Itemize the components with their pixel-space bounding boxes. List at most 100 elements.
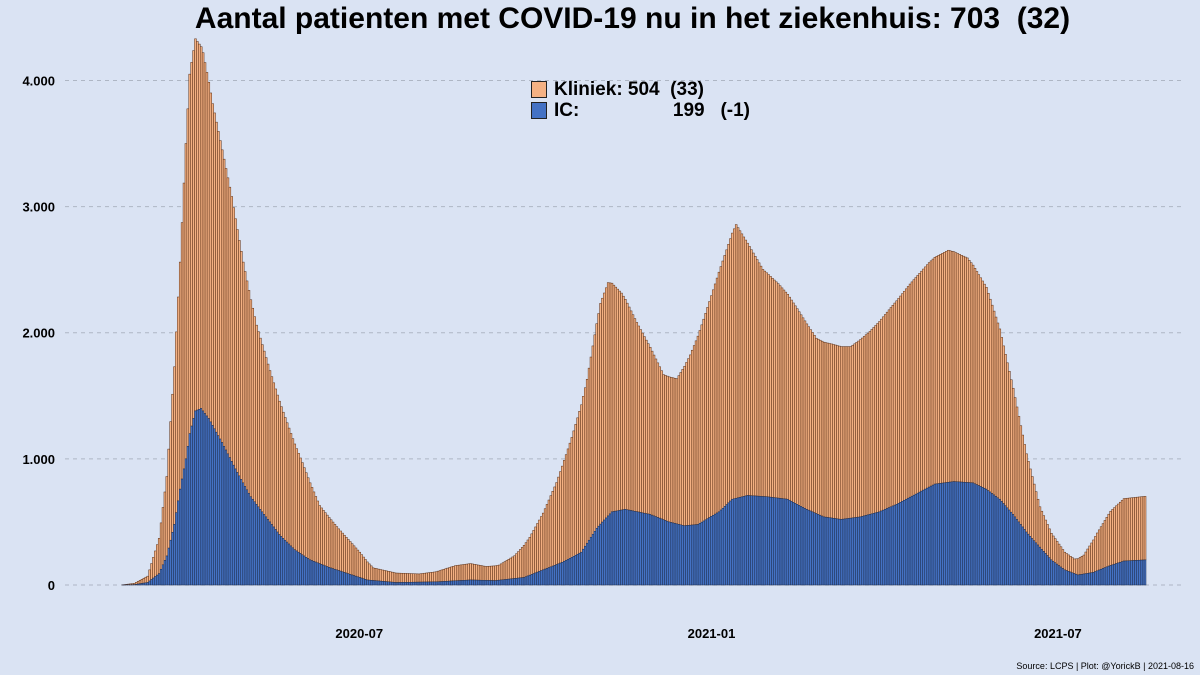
bar-kliniek <box>830 343 833 519</box>
bar-kliniek <box>891 305 895 507</box>
bar-ic <box>1031 538 1034 586</box>
bar-ic <box>335 569 339 586</box>
bar-ic <box>729 500 732 586</box>
bar-kliniek <box>941 253 944 484</box>
bar-kliniek <box>337 528 340 571</box>
bar-ic <box>381 581 384 586</box>
legend-label-kliniek: Kliniek: <box>554 78 628 100</box>
bar-kliniek <box>650 350 654 516</box>
bar-ic <box>423 581 426 586</box>
bar-kliniek <box>948 250 952 483</box>
bar-kliniek <box>847 346 851 519</box>
bar-kliniek <box>173 366 176 525</box>
y-tick-label: 2.000 <box>22 326 55 341</box>
bar-kliniek <box>457 564 461 581</box>
bar-ic <box>851 517 854 586</box>
bar-kliniek <box>198 43 201 410</box>
bar-kliniek <box>610 282 614 513</box>
bar-kliniek <box>400 572 404 583</box>
bar-ic <box>874 512 877 586</box>
bar-ic <box>750 495 753 586</box>
bar-kliniek <box>287 427 291 545</box>
bar-ic <box>255 504 258 586</box>
bar-kliniek <box>322 510 325 566</box>
bar-kliniek <box>201 52 205 412</box>
bar-ic <box>312 561 316 586</box>
bar-kliniek <box>719 266 723 511</box>
bar-ic <box>1021 526 1024 586</box>
bar-kliniek <box>606 282 610 517</box>
bar-kliniek <box>440 569 444 582</box>
bar-ic <box>203 413 207 586</box>
bar-kliniek <box>912 279 916 496</box>
bar-ic <box>817 514 820 586</box>
bar-kliniek <box>1063 551 1067 571</box>
chart-title: Aantal patienten met COVID-19 nu in het … <box>194 2 1071 35</box>
bar-ic <box>788 499 791 586</box>
bar-kliniek <box>845 346 849 519</box>
bar-kliniek <box>627 306 631 511</box>
bar-kliniek <box>933 257 937 485</box>
bar-kliniek <box>297 453 300 553</box>
bar-ic <box>660 518 663 586</box>
bar-ic <box>742 496 746 586</box>
bar-ic <box>725 504 728 586</box>
bar-kliniek <box>444 568 447 582</box>
bar-kliniek <box>723 255 726 507</box>
bar-ic <box>1004 505 1007 586</box>
bar-ic <box>538 571 541 586</box>
bar-kliniek <box>704 313 707 521</box>
bar-ic <box>981 487 984 586</box>
bar-ic <box>840 519 843 586</box>
bar-kliniek <box>664 375 667 521</box>
bar-kliniek <box>893 302 896 506</box>
bar-kliniek <box>670 377 673 523</box>
bar-ic <box>843 518 847 586</box>
bar-ic <box>796 504 799 586</box>
legend-swatch-kliniek <box>531 81 547 98</box>
bar-kliniek <box>622 295 625 510</box>
bar-ic <box>559 562 562 586</box>
bar-ic <box>142 582 146 586</box>
bar-kliniek <box>1092 539 1095 573</box>
bar-kliniek <box>276 394 279 533</box>
bar-kliniek <box>329 519 333 569</box>
bar-kliniek <box>994 316 998 497</box>
bar-ic <box>807 509 810 586</box>
bar-ic <box>1090 572 1093 586</box>
bar-kliniek <box>605 287 608 519</box>
bar-kliniek <box>641 332 644 514</box>
bar-kliniek <box>144 576 147 584</box>
bar-ic <box>362 578 365 586</box>
bar-ic <box>572 555 575 586</box>
bar-kliniek <box>396 572 400 583</box>
bar-ic <box>557 563 560 586</box>
bar-ic <box>268 521 272 586</box>
bar-kliniek <box>1138 496 1141 561</box>
bar-ic <box>213 428 216 586</box>
bar-kliniek <box>549 495 553 568</box>
bar-kliniek <box>368 563 371 581</box>
bar-kliniek <box>515 553 518 579</box>
bar-ic <box>177 500 180 586</box>
bar-ic <box>1029 536 1032 586</box>
bar-ic <box>1073 573 1076 586</box>
bar-ic <box>568 558 572 586</box>
bar-ic <box>461 580 465 586</box>
bar-ic <box>826 517 830 586</box>
bar-kliniek <box>272 382 276 528</box>
bar-ic <box>648 514 652 586</box>
bar-ic <box>291 547 295 586</box>
bar-ic <box>408 582 411 586</box>
bar-ic <box>1025 531 1028 586</box>
bar-kliniek <box>752 252 755 497</box>
bar-ic <box>698 523 702 586</box>
bar-kliniek <box>1109 510 1112 566</box>
bar-kliniek <box>1136 496 1139 561</box>
bar-kliniek <box>656 362 660 518</box>
bar-kliniek <box>1086 548 1089 574</box>
bar-ic <box>585 542 589 586</box>
bar-kliniek <box>563 460 566 562</box>
bar-ic <box>786 498 789 586</box>
bar-kliniek <box>1078 557 1082 575</box>
